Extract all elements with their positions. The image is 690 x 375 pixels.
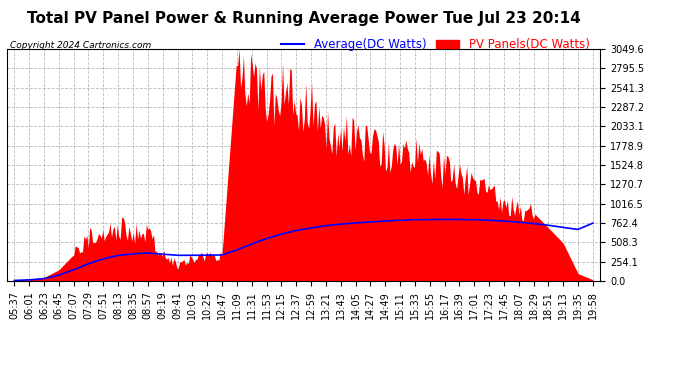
Text: Copyright 2024 Cartronics.com: Copyright 2024 Cartronics.com bbox=[10, 40, 151, 50]
Text: Total PV Panel Power & Running Average Power Tue Jul 23 20:14: Total PV Panel Power & Running Average P… bbox=[27, 11, 580, 26]
Legend: Average(DC Watts), PV Panels(DC Watts): Average(DC Watts), PV Panels(DC Watts) bbox=[276, 34, 594, 56]
